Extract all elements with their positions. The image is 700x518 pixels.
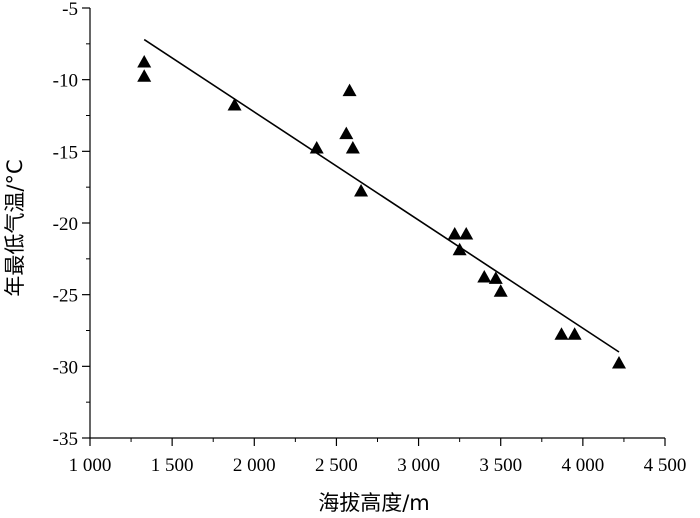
x-tick-label: 3 500 bbox=[479, 455, 522, 476]
data-point-triangle bbox=[493, 284, 508, 297]
y-tick-label: -25 bbox=[53, 286, 78, 307]
data-point-triangle bbox=[554, 327, 569, 340]
data-point-triangle bbox=[339, 126, 354, 140]
x-tick-label: 1 000 bbox=[69, 455, 112, 476]
y-tick-label: -15 bbox=[53, 142, 78, 163]
axes bbox=[89, 8, 665, 439]
x-axis-label: 海拔高度/m bbox=[318, 491, 430, 515]
data-point-triangle bbox=[137, 69, 152, 82]
y-tick-label: -35 bbox=[53, 429, 78, 450]
data-point-triangle bbox=[488, 271, 503, 284]
data-point-triangle bbox=[612, 355, 626, 369]
y-tick-label: -5 bbox=[62, 0, 78, 20]
data-markers bbox=[137, 54, 626, 369]
data-point-triangle bbox=[342, 83, 357, 97]
y-tick-label: -20 bbox=[53, 214, 78, 235]
ticks bbox=[82, 7, 666, 446]
data-point-triangle bbox=[452, 242, 467, 256]
y-axis-label: 年最低气温/°C bbox=[3, 159, 27, 296]
x-tick-label: 4 000 bbox=[561, 455, 604, 476]
x-tick-label: 2 500 bbox=[315, 455, 358, 476]
data-point-triangle bbox=[309, 140, 324, 154]
data-point-triangle bbox=[137, 54, 152, 68]
trend-line bbox=[143, 38, 620, 353]
data-point-triangle bbox=[354, 183, 369, 197]
data-point-triangle bbox=[477, 269, 492, 283]
y-tick-label: -10 bbox=[53, 71, 78, 92]
data-point-triangle bbox=[227, 97, 242, 111]
data-point-triangle bbox=[447, 226, 462, 240]
x-tick-label: 2 000 bbox=[233, 455, 276, 476]
y-tick-label: -30 bbox=[53, 357, 78, 378]
x-tick-label: 4 500 bbox=[644, 455, 687, 476]
tick-labels: 1 000 1 500 2 000 2 500 3 000 3 500 4 000 4 500… bbox=[53, 0, 687, 476]
x-tick-label: 1 500 bbox=[151, 455, 194, 476]
x-tick-label: 3 000 bbox=[397, 455, 440, 476]
data-point-triangle bbox=[567, 327, 582, 340]
data-point-triangle bbox=[459, 226, 474, 240]
data-point-triangle bbox=[345, 140, 360, 154]
